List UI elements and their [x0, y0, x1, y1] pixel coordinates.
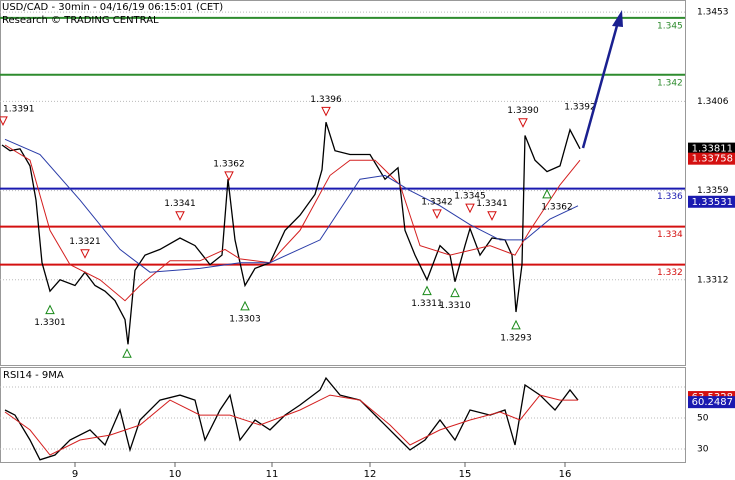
price-tag-label: 60.2487	[692, 397, 733, 408]
y-tick-label: 50	[697, 414, 709, 424]
low-marker	[45, 304, 55, 315]
y-tick-label: 30	[697, 444, 709, 454]
low-marker	[422, 285, 432, 296]
low-marker	[240, 300, 250, 311]
level-label: 1.336	[657, 192, 683, 202]
marker-label: 1.3391	[3, 104, 35, 114]
chart-title: USD/CAD - 30min - 04/16/19 06:15:01 (CET…	[2, 2, 223, 13]
marker-label: 1.3301	[34, 318, 66, 328]
marker-label: 1.3341	[476, 199, 508, 209]
low-marker	[122, 348, 132, 358]
high-marker	[224, 171, 234, 181]
high-marker	[175, 211, 185, 221]
price-line	[1, 122, 581, 345]
rsi-title: RSI14 - 9MA	[3, 370, 64, 381]
marker-label: 1.3303	[229, 314, 261, 324]
price-tag-label: 1.33531	[692, 197, 733, 208]
marker-label: 1.3310	[439, 301, 471, 311]
level-label: 1.332	[657, 268, 683, 278]
marker-label: 1.3342	[421, 197, 453, 207]
y-tick-label: 1.3312	[697, 275, 729, 285]
x-tick-label: 10	[169, 469, 182, 480]
price-line	[4, 376, 579, 461]
x-tick-label: 9	[72, 469, 78, 480]
marker-label: 1.3362	[213, 159, 245, 169]
y-tick-label: 1.3406	[697, 97, 729, 107]
marker-label: 1.3362	[541, 202, 573, 212]
price-tag-label: 1.33811	[692, 144, 733, 155]
high-marker	[487, 211, 497, 221]
level-label: 1.334	[657, 230, 683, 240]
low-marker	[511, 319, 521, 330]
marker-label: 1.3345	[454, 192, 486, 202]
high-marker	[518, 118, 528, 128]
price-panel	[0, 0, 686, 366]
chart-subtitle: Research © TRADING CENTRAL	[2, 15, 159, 26]
price-tag	[688, 396, 735, 409]
moving-average	[4, 394, 578, 456]
level-label: 1.345	[657, 21, 683, 31]
x-tick-label: 15	[459, 469, 472, 480]
high-marker	[80, 249, 90, 259]
marker-label: 1.3321	[69, 237, 101, 247]
marker-label: 1.3392	[564, 102, 596, 112]
x-tick-label: 12	[364, 469, 377, 480]
marker-label: 1.3311	[411, 299, 443, 309]
low-marker	[450, 287, 460, 298]
forecast-arrow	[581, 21, 620, 149]
high-marker	[432, 209, 442, 219]
moving-average	[4, 144, 581, 302]
price-tag	[688, 195, 735, 208]
y-tick-label: 1.3359	[697, 186, 729, 196]
low-marker	[542, 188, 552, 199]
marker-label: 1.3390	[507, 106, 539, 116]
marker-label: 1.3396	[310, 95, 342, 105]
arrow-head	[612, 10, 623, 27]
y-tick-label: 1.3453	[697, 8, 729, 18]
price-tag	[688, 142, 735, 155]
x-tick-label: 16	[559, 469, 572, 480]
marker-label: 1.3293	[500, 333, 532, 343]
x-tick-label: 11	[266, 469, 279, 480]
rsi-panel	[0, 367, 686, 463]
high-marker	[0, 116, 8, 126]
high-marker	[465, 203, 475, 214]
level-label: 1.342	[657, 78, 683, 88]
marker-label: 1.3341	[164, 199, 196, 209]
price-tag-label: 1.33758	[692, 154, 733, 165]
high-marker	[321, 106, 331, 117]
moving-average	[4, 138, 579, 273]
price-tag	[688, 152, 735, 165]
